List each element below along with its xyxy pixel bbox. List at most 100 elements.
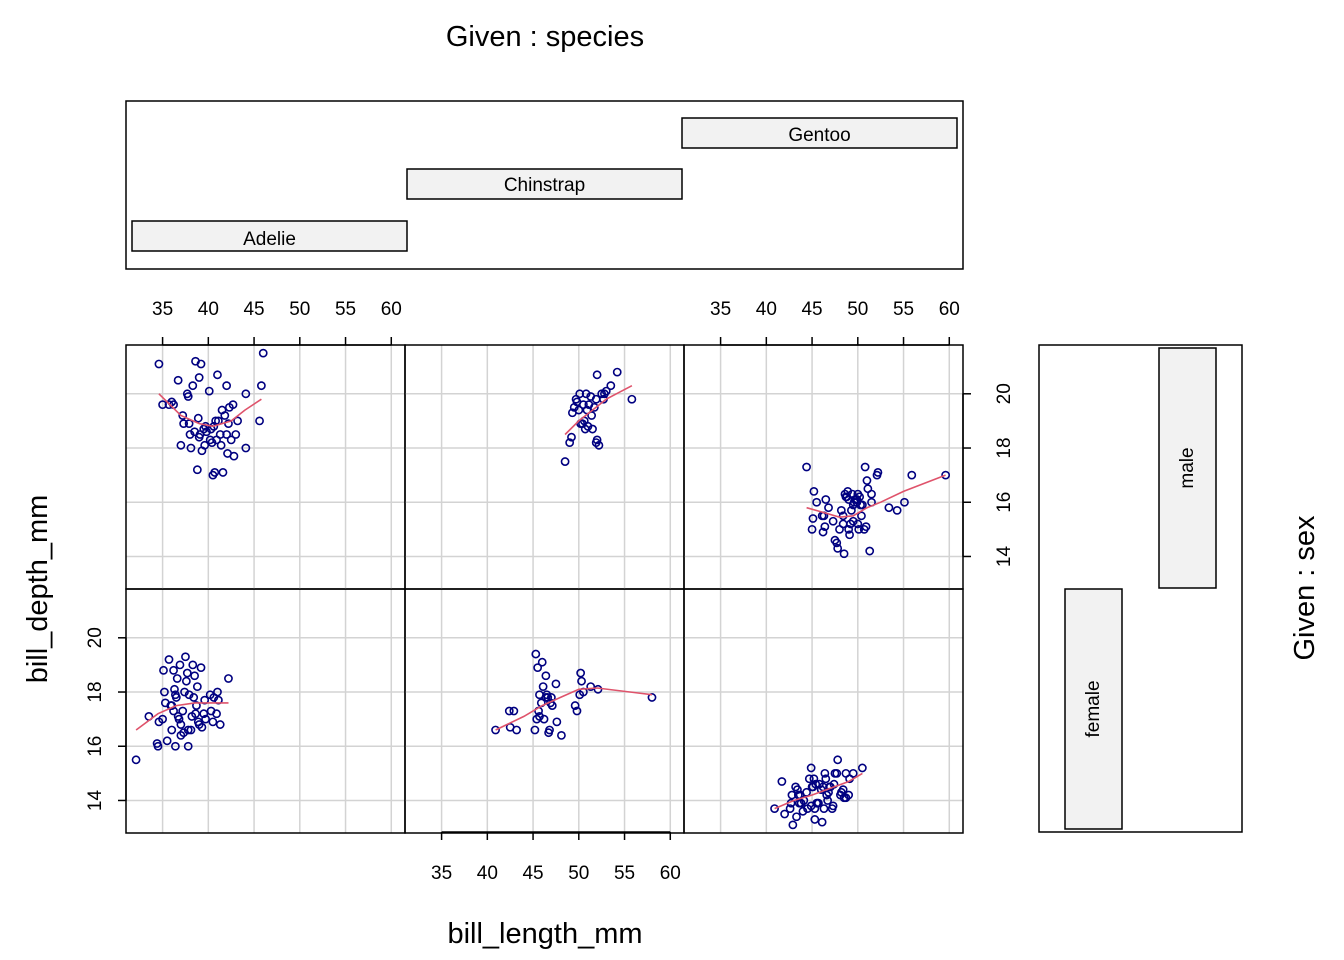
data-point — [190, 671, 200, 681]
data-point — [172, 674, 182, 683]
data-point — [197, 722, 207, 732]
species-strip-label-gentoo: Gentoo — [788, 125, 850, 146]
data-point — [584, 400, 594, 410]
sex-strip-male — [1158, 347, 1217, 589]
data-point — [530, 725, 540, 735]
data-point — [809, 774, 819, 784]
data-point — [170, 684, 179, 694]
data-point — [808, 514, 818, 523]
data-point — [181, 676, 191, 686]
data-point — [811, 779, 821, 789]
data-point — [856, 500, 865, 510]
data-point — [839, 549, 849, 559]
data-point — [231, 430, 241, 439]
data-point — [224, 674, 233, 683]
data-point — [539, 714, 549, 724]
y-axis-label: bill_depth_mm — [22, 495, 54, 684]
data-point — [208, 717, 218, 727]
data-point — [770, 804, 779, 813]
data-point — [832, 538, 842, 548]
data-point — [509, 706, 519, 716]
data-point — [183, 392, 193, 401]
data-point — [824, 503, 833, 513]
data-point — [199, 709, 209, 719]
data-point — [154, 359, 164, 369]
data-point — [153, 741, 163, 751]
data-point — [828, 801, 838, 811]
data-point — [196, 359, 206, 369]
data-point — [188, 660, 198, 670]
data-point — [844, 524, 854, 534]
data-point — [586, 682, 596, 691]
data-point — [178, 706, 188, 716]
species-strip-label-adelie: Adelie — [243, 229, 296, 250]
y-tick-label: 18 — [994, 437, 1015, 458]
data-point — [194, 373, 204, 382]
data-point — [545, 725, 554, 735]
data-point — [255, 416, 264, 426]
smooth-line — [806, 474, 946, 519]
data-point — [804, 774, 814, 784]
data-point — [182, 668, 192, 678]
panel-gentoo-female — [683, 588, 964, 834]
data-point — [576, 668, 586, 678]
data-point — [836, 505, 846, 515]
data-point — [199, 424, 209, 434]
data-point — [538, 682, 548, 691]
data-point — [841, 768, 851, 778]
data-point — [228, 400, 238, 410]
sex-given-title: Given : sex — [1289, 515, 1321, 661]
data-point — [570, 701, 580, 710]
data-point — [572, 397, 582, 407]
species-strip-adelie — [131, 220, 408, 252]
data-point — [512, 725, 521, 735]
data-point — [162, 736, 172, 746]
data-point — [193, 413, 203, 423]
species-strip-label-chinstrap: Chinstrap — [504, 175, 585, 196]
data-point — [175, 660, 185, 670]
y-tick-label: 14 — [85, 790, 106, 812]
data-point — [192, 465, 202, 475]
panel-frame — [125, 344, 406, 590]
data-point — [491, 725, 500, 735]
data-point — [884, 503, 894, 513]
data-point — [865, 546, 875, 556]
data-point — [833, 543, 843, 553]
data-point — [817, 817, 827, 827]
x-tick-label: 40 — [198, 299, 219, 320]
x-tick-label: 40 — [477, 863, 498, 884]
data-point — [821, 774, 831, 784]
data-point — [847, 505, 856, 515]
data-point — [180, 687, 189, 697]
x-tick-label: 50 — [289, 299, 310, 320]
data-point — [551, 679, 561, 689]
data-point — [587, 411, 597, 420]
panel-chinstrap-female — [404, 588, 685, 834]
data-point — [222, 381, 232, 391]
data-point — [200, 695, 210, 705]
data-point — [154, 717, 164, 727]
given-strips: Adelie Chinstrap Gentoo female male — [131, 117, 1217, 830]
panel-adelie-female — [125, 588, 406, 834]
data-point — [606, 381, 616, 391]
data-point — [941, 470, 951, 480]
data-point — [204, 386, 214, 396]
y-tick-label: 18 — [85, 681, 106, 702]
data-point — [183, 741, 193, 751]
data-point — [223, 449, 232, 458]
data-point — [577, 676, 586, 686]
data-point — [788, 820, 798, 830]
data-point — [188, 381, 198, 391]
y-tick-label: 20 — [85, 627, 106, 648]
data-point — [848, 516, 858, 526]
panel-frame — [404, 588, 685, 834]
data-point — [818, 527, 828, 537]
data-point — [813, 798, 822, 808]
data-point — [845, 530, 854, 540]
data-point — [233, 416, 242, 426]
scatter-panels — [125, 344, 964, 834]
sex-strip-female — [1064, 588, 1123, 830]
data-point — [541, 671, 551, 681]
data-point — [547, 701, 557, 710]
